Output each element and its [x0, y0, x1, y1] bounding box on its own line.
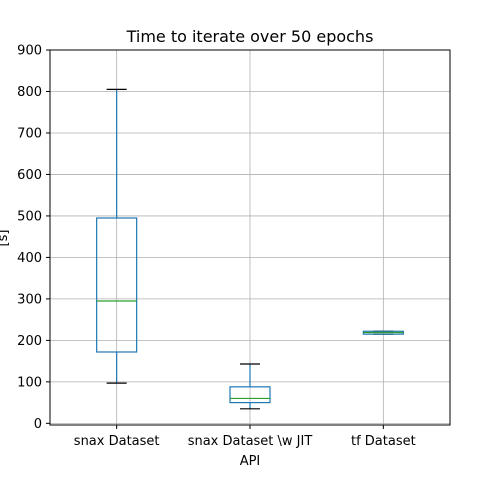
iqr-box: [229, 386, 271, 404]
y-tick-label: 300: [17, 292, 42, 307]
y-tick-label: 500: [17, 209, 42, 224]
axis-ticks: 0 100 200 300 400 500 600 700 800 900 snax Dataset…: [17, 44, 416, 450]
y-tick-label: 900: [17, 44, 42, 59]
y-tick-label: 800: [17, 85, 42, 100]
x-tick-label: snax Dataset \w JIT: [188, 434, 313, 449]
x-tick-label: snax Dataset: [74, 434, 160, 449]
box-0: [96, 88, 138, 384]
box-2: [362, 330, 404, 335]
y-tick-label: 0: [34, 417, 42, 432]
y-tick-label: 600: [17, 168, 42, 183]
y-tick-label: 100: [17, 375, 42, 390]
y-tick-label: 200: [17, 334, 42, 349]
x-tick-label: tf Dataset: [351, 434, 416, 449]
chart-title: Time to iterate over 50 epochs: [126, 27, 374, 46]
y-tick-label: 400: [17, 251, 42, 266]
y-tick-label: 700: [17, 126, 42, 141]
y-axis-label: [s]: [0, 230, 11, 247]
box-1: [229, 363, 271, 410]
box-series: [96, 88, 404, 410]
iqr-box: [96, 217, 138, 353]
x-axis-label: API: [240, 454, 261, 469]
